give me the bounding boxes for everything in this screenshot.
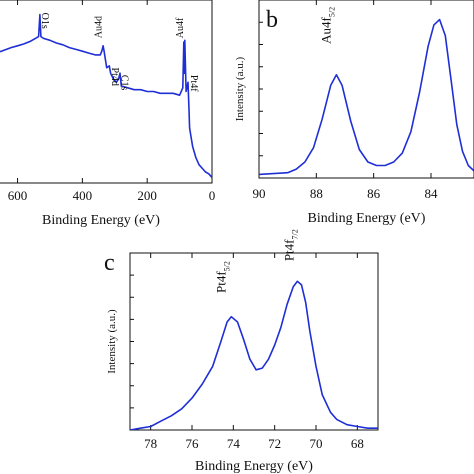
x-tick-label: 70	[310, 436, 323, 451]
panel-letter: b	[266, 7, 278, 33]
peak-label-text: Pt4d	[109, 68, 120, 86]
peak-label: Au4f	[175, 17, 186, 38]
spectrum-line	[130, 280, 378, 430]
panel-letter: c	[104, 250, 115, 276]
x-axis-label: Binding Energy (eV)	[195, 459, 313, 474]
x-tick-label: 200	[137, 188, 157, 203]
peak-label: O1s	[39, 13, 50, 29]
peak-label: Au4d	[93, 16, 104, 38]
x-axis-label: Binding Energy (eV)	[42, 213, 160, 228]
x-tick-label: 72	[268, 436, 281, 451]
peak-label: C1s	[119, 75, 130, 91]
y-axis-label: Intensity (a.u.)	[234, 56, 246, 121]
peak-label: Pt4f	[188, 75, 199, 92]
peak-label-text: Pt4f	[213, 271, 228, 293]
peak-label-text: Au4d	[93, 16, 104, 38]
peak-label-subscript: 5/2	[222, 261, 231, 271]
peak-label-text: O1s	[39, 13, 50, 29]
peak-label-text: Pt4f	[188, 75, 199, 92]
peak-label-text: C1s	[119, 75, 130, 91]
peak-label: Pt4f7/2	[281, 229, 299, 261]
peak-label-text: Pt4f	[281, 239, 296, 261]
peak-label: Au4f5/2	[318, 7, 336, 44]
x-tick-label: 0	[209, 188, 216, 203]
x-tick-label: 600	[8, 188, 28, 203]
peak-label: Pt4f5/2	[213, 261, 231, 293]
panel-c: 78 76 74 72 70 68 Binding Energy (eV) Intensity…	[104, 229, 379, 474]
x-tick-label: 76	[186, 436, 200, 451]
x-tick-label: 400	[73, 188, 93, 203]
y-axis-label: Intensity (a.u.)	[106, 309, 118, 374]
peak-label-subscript: 7/2	[290, 229, 299, 239]
peak-label-subscript: 5/2	[327, 7, 336, 17]
plot-frame	[129, 252, 379, 431]
x-tick-label: 90	[253, 186, 266, 201]
x-axis-label: Binding Energy (eV)	[308, 211, 426, 226]
x-tick-label: 78	[144, 436, 157, 451]
panel-a: 600 400 200 0 Binding Energy (eV) O1s Au4d Pt4d…	[0, 0, 215, 228]
plot-frame	[0, 0, 213, 184]
x-tick-label: 74	[227, 436, 241, 451]
x-tick-label: 68	[351, 436, 364, 451]
spectrum-line	[0, 13, 212, 179]
x-tick-label: 88	[310, 186, 323, 201]
peak-label-text: Au4f	[175, 17, 186, 38]
spectrum-line	[259, 18, 474, 176]
panel-b: 90 88 86 84 Binding Energy (eV) Intensity (a.…	[234, 0, 474, 226]
peak-label: Pt4d	[109, 68, 120, 86]
peak-label-text: Au4f	[318, 16, 333, 43]
x-tick-label: 86	[367, 186, 381, 201]
x-tick-label: 84	[425, 186, 439, 201]
